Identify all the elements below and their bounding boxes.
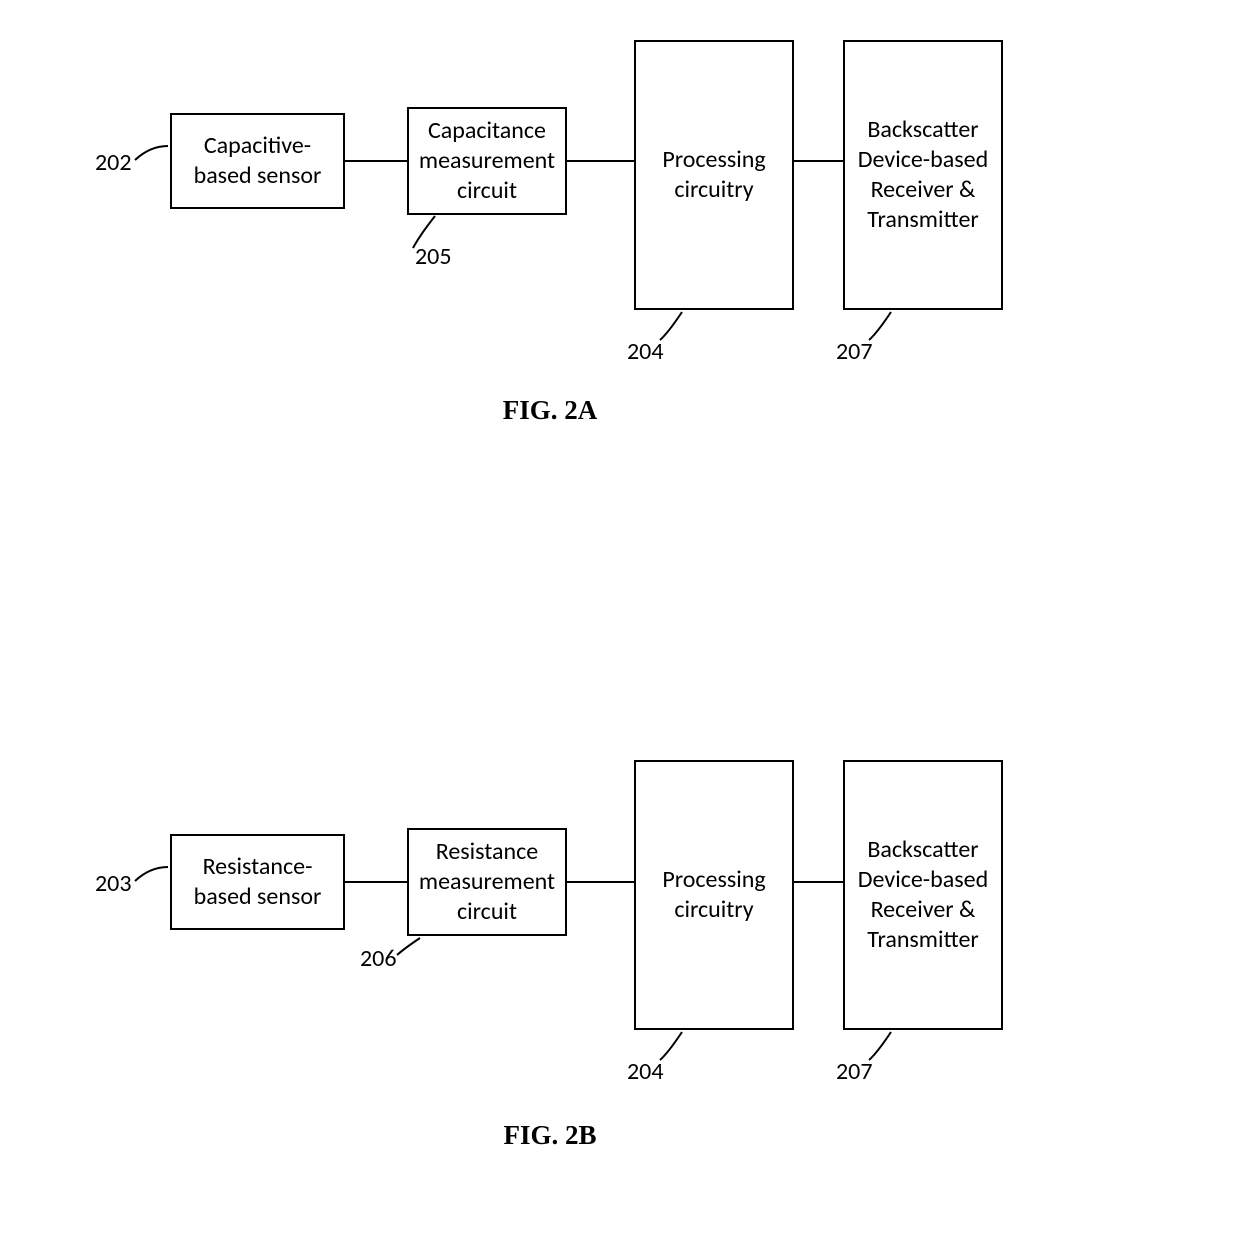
figure-caption-2b: FIG. 2B xyxy=(485,1120,615,1151)
leader-line xyxy=(0,0,1240,1260)
